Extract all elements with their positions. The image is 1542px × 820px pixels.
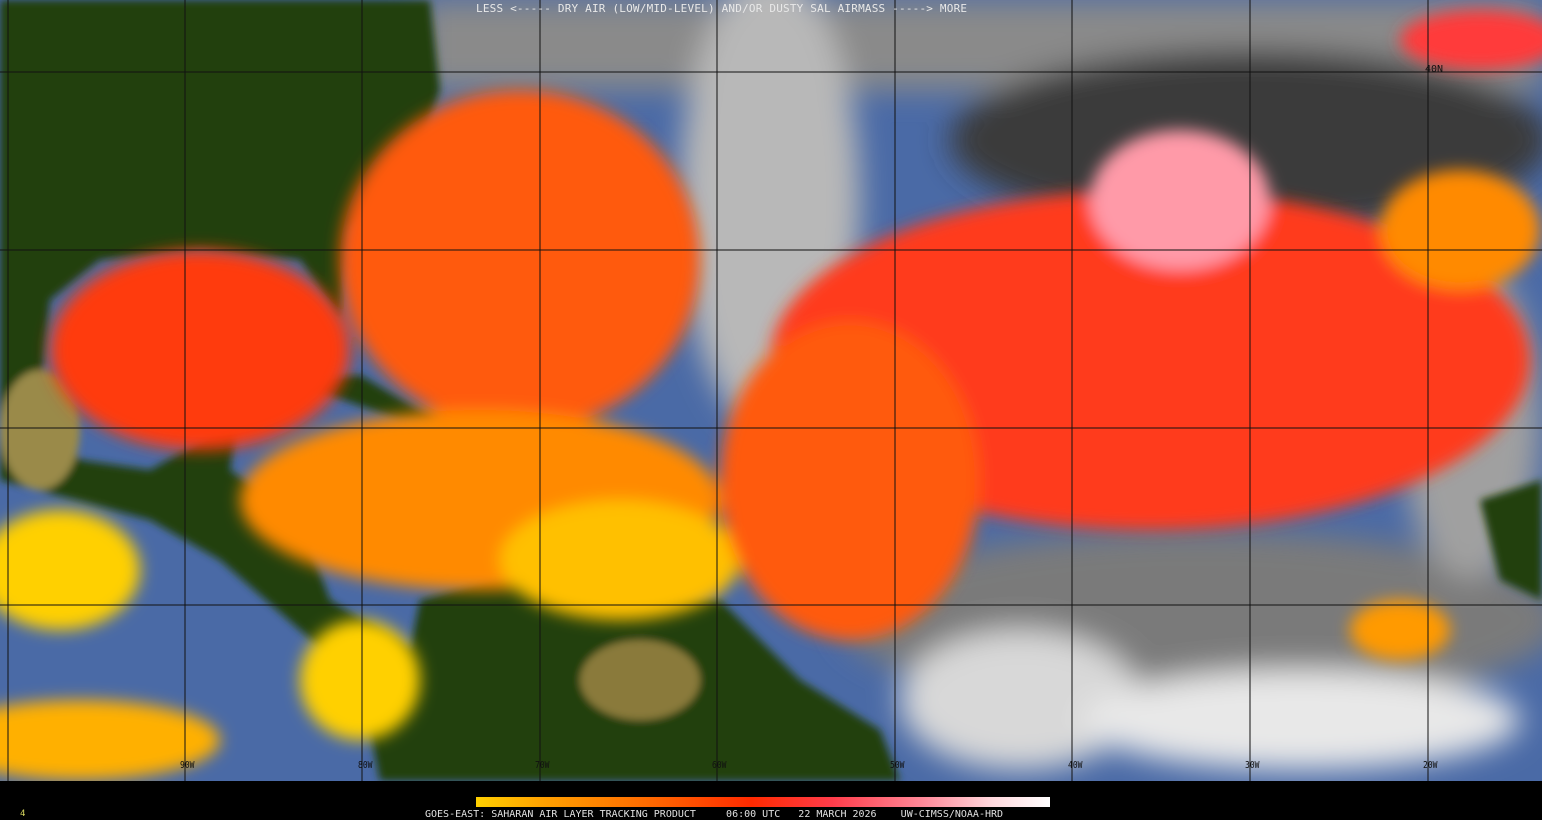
latitude-label: 40N bbox=[1425, 64, 1444, 75]
product-time: 06:00 UTC bbox=[726, 809, 781, 820]
longitude-label: 60W bbox=[712, 760, 727, 771]
sal-satellite-map bbox=[0, 0, 1542, 781]
longitude-label: 40W bbox=[1068, 760, 1083, 771]
sal-airmass-shading bbox=[0, 10, 1542, 780]
product-footer: GOES-EAST: SAHARAN AIR LAYER TRACKING PR… bbox=[425, 809, 1003, 820]
corner-mark: 4 bbox=[20, 809, 26, 819]
lat-lon-grid bbox=[0, 0, 1542, 781]
longitude-label: 50W bbox=[890, 760, 905, 771]
longitude-label: 90W bbox=[180, 760, 195, 771]
product-credit: UW-CIMSS/NOAA-HRD bbox=[900, 809, 1004, 820]
longitude-label: 80W bbox=[358, 760, 373, 771]
product-name: GOES-EAST: SAHARAN AIR LAYER TRACKING PR… bbox=[425, 809, 696, 820]
longitude-label: 30W bbox=[1245, 760, 1260, 771]
longitude-label: 70W bbox=[535, 760, 550, 771]
product-date: 22 MARCH 2026 bbox=[798, 809, 877, 820]
cloud-areas bbox=[420, 0, 1542, 770]
longitude-label: 20W bbox=[1423, 760, 1438, 771]
color-scale-bar bbox=[476, 797, 1050, 807]
legend-title: LESS <----- DRY AIR (LOW/MID-LEVEL) AND/… bbox=[476, 2, 968, 15]
